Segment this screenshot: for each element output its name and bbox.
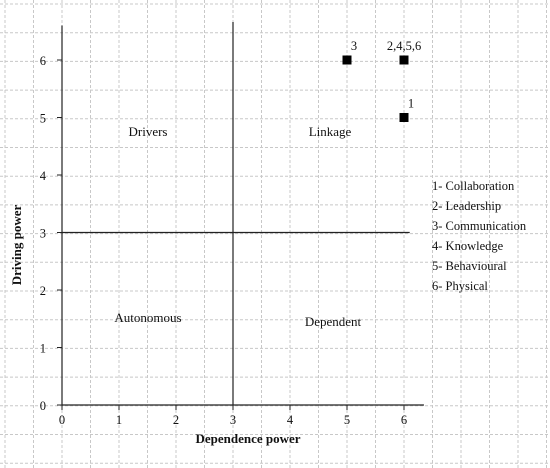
quadrant-label-dependent: Dependent (305, 314, 362, 329)
data-points: 3 2,4,5,6 1 (342, 39, 421, 122)
legend-item: 3- Communication (432, 219, 527, 233)
x-axis-title: Dependence power (195, 431, 300, 446)
x-tick-label: 5 (344, 413, 350, 427)
x-tick-label: 0 (59, 413, 65, 427)
x-tick-label: 3 (230, 413, 236, 427)
axes (61, 22, 424, 406)
y-tick-label: 0 (40, 399, 46, 413)
x-tick-label: 2 (173, 413, 179, 427)
y-tick-labels: 0 1 2 3 4 5 6 (40, 54, 62, 413)
quadrant-label-linkage: Linkage (309, 124, 352, 139)
legend-item: 6- Physical (432, 279, 488, 293)
y-axis-title: Driving power (9, 205, 24, 286)
legend-item: 4- Knowledge (432, 239, 504, 253)
x-tick-labels: 0 1 2 3 4 5 6 (59, 405, 407, 427)
y-tick-label: 3 (40, 227, 46, 241)
data-point-marker (342, 55, 352, 65)
data-point-marker (399, 113, 409, 122)
data-point-label: 3 (351, 39, 357, 53)
x-tick-label: 6 (401, 413, 407, 427)
y-tick-label: 1 (40, 342, 46, 356)
quadrant-label-drivers: Drivers (129, 124, 168, 139)
y-tick-label: 5 (40, 112, 46, 126)
legend-item: 2- Leadership (432, 199, 501, 213)
data-point-marker (399, 55, 409, 65)
legend-item: 1- Collaboration (432, 179, 515, 193)
legend: 1- Collaboration 2- Leadership 3- Commun… (432, 179, 527, 293)
x-tick-label: 1 (116, 413, 122, 427)
data-point-label: 2,4,5,6 (387, 39, 421, 53)
quadrant-label-autonomous: Autonomous (114, 310, 181, 325)
data-point-label: 1 (408, 97, 414, 111)
legend-item: 5- Behavioural (432, 259, 507, 273)
y-tick-label: 2 (40, 284, 46, 298)
x-tick-label: 4 (287, 413, 294, 427)
y-tick-label: 6 (40, 54, 46, 68)
y-tick-label: 4 (40, 169, 47, 183)
